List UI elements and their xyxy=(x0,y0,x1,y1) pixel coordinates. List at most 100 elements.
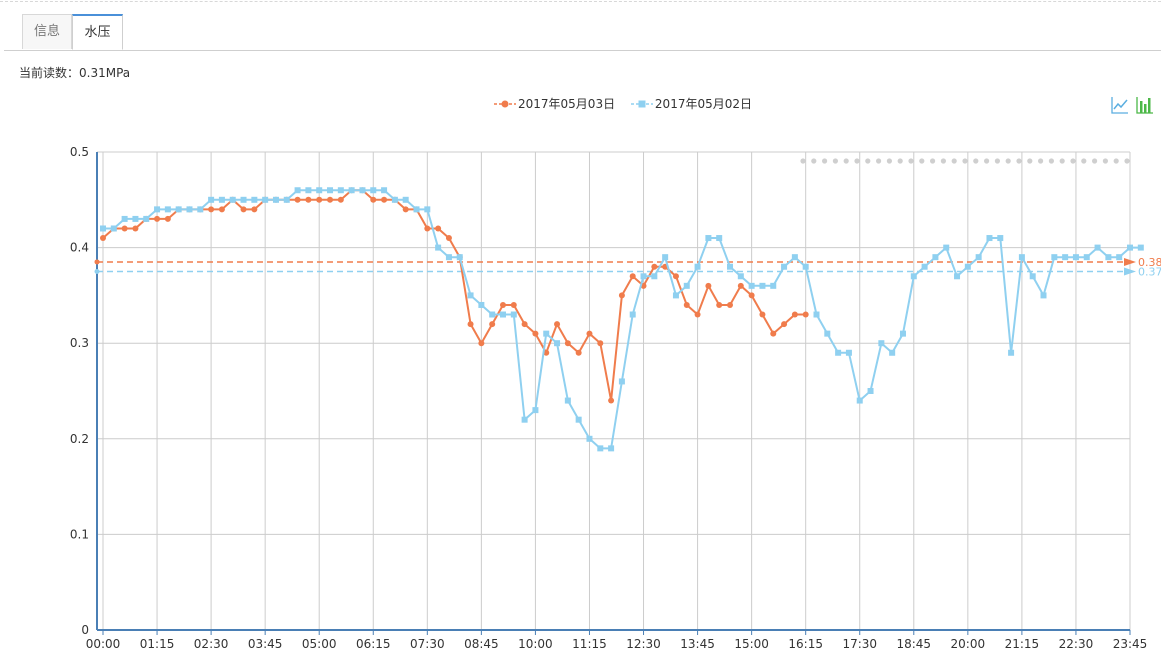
y-tick-label: 0.2 xyxy=(70,432,89,446)
data-point xyxy=(435,225,442,232)
mark-line-start xyxy=(94,259,100,265)
mark-line-arrow xyxy=(1124,257,1136,266)
zoom-dot xyxy=(897,158,903,164)
data-point xyxy=(662,254,669,261)
data-point xyxy=(575,416,582,423)
data-point xyxy=(424,225,431,232)
data-point xyxy=(229,196,236,203)
data-point xyxy=(251,206,258,213)
legend-marker-series-a xyxy=(494,100,516,107)
data-point xyxy=(164,206,171,213)
x-tick-label: 18:45 xyxy=(896,637,931,651)
data-point xyxy=(305,196,312,203)
data-point xyxy=(316,187,323,194)
zoom-dot xyxy=(1016,158,1022,164)
data-point xyxy=(608,445,615,452)
data-point xyxy=(327,187,334,194)
data-point xyxy=(899,330,906,337)
zoom-dot xyxy=(822,158,828,164)
current-reading: 当前读数：0.31MPa xyxy=(19,64,130,81)
data-point xyxy=(359,187,366,194)
x-tick-label: 23:45 xyxy=(1113,637,1148,651)
zoom-dot xyxy=(886,158,893,164)
bar-chart-icon[interactable] xyxy=(1135,95,1155,115)
data-point xyxy=(1083,254,1090,261)
data-point xyxy=(240,206,247,213)
data-point xyxy=(186,206,193,213)
data-point xyxy=(305,187,312,194)
data-point xyxy=(370,187,377,194)
mark-line-label: 0.38 xyxy=(1138,256,1161,269)
data-point xyxy=(532,407,539,414)
chart-legend: 2017年05月03日 2017年05月02日 xyxy=(494,95,764,113)
data-point xyxy=(251,196,258,203)
data-point xyxy=(727,301,734,308)
data-point xyxy=(716,235,723,242)
data-point xyxy=(467,321,474,328)
data-point xyxy=(705,235,712,242)
data-point xyxy=(391,196,398,203)
data-point xyxy=(597,445,604,452)
data-point xyxy=(424,206,431,213)
legend-label-series-b: 2017年05月02日 xyxy=(654,97,753,111)
data-point xyxy=(272,196,279,203)
y-tick-label: 0 xyxy=(81,623,89,637)
data-point xyxy=(543,349,550,356)
data-point xyxy=(943,244,950,251)
x-tick-label: 01:15 xyxy=(140,637,175,651)
tab-info[interactable]: 信息 xyxy=(22,14,72,49)
zoom-dot xyxy=(854,158,860,164)
data-point xyxy=(478,301,485,308)
data-point xyxy=(208,206,215,213)
data-point xyxy=(802,263,809,270)
data-point xyxy=(878,340,885,347)
data-point xyxy=(262,196,269,203)
y-tick-label: 0.1 xyxy=(70,527,89,541)
data-point xyxy=(867,388,874,394)
data-point xyxy=(651,263,658,270)
line-chart-icon[interactable] xyxy=(1110,95,1130,115)
data-point xyxy=(770,282,777,289)
data-point xyxy=(1008,349,1015,356)
data-point xyxy=(489,321,496,328)
data-point xyxy=(737,282,744,289)
x-tick-label: 21:15 xyxy=(1005,637,1040,651)
data-point xyxy=(802,311,809,318)
tab-bar: 信息 水压 xyxy=(4,14,1161,51)
x-tick-label: 20:00 xyxy=(951,637,986,651)
zoom-dot xyxy=(1048,158,1054,164)
data-point xyxy=(1051,254,1058,261)
data-point xyxy=(1072,254,1079,261)
data-point xyxy=(348,187,355,194)
x-tick-label: 15:00 xyxy=(734,637,769,651)
zoom-dot xyxy=(1124,158,1130,164)
zoom-dot xyxy=(1092,158,1098,164)
data-point xyxy=(586,435,593,442)
legend-item-series-b[interactable]: 2017年05月02日 xyxy=(630,95,753,112)
zoom-dot xyxy=(1005,158,1011,164)
zoom-dot xyxy=(962,158,968,164)
zoom-dot xyxy=(930,158,936,164)
tab-water-pressure[interactable]: 水压 xyxy=(72,14,123,50)
data-point xyxy=(478,340,485,347)
data-point xyxy=(337,187,344,194)
data-point xyxy=(564,397,571,404)
data-point xyxy=(694,263,701,270)
data-point xyxy=(143,215,150,222)
x-tick-label: 11:15 xyxy=(572,637,607,651)
x-tick-label: 13:45 xyxy=(680,637,715,651)
data-point xyxy=(121,215,128,222)
zoom-dot xyxy=(908,158,914,164)
data-point xyxy=(294,196,301,203)
data-point xyxy=(1127,244,1133,251)
x-tick-label: 05:00 xyxy=(302,637,337,651)
data-point xyxy=(770,330,777,337)
top-divider xyxy=(0,1,1161,2)
legend-item-series-a[interactable]: 2017年05月03日 xyxy=(494,95,615,112)
data-point xyxy=(932,254,939,261)
x-tick-label: 07:30 xyxy=(410,637,445,651)
data-point xyxy=(845,349,852,356)
data-point xyxy=(132,225,139,232)
data-point xyxy=(683,301,690,308)
data-point xyxy=(208,196,215,203)
